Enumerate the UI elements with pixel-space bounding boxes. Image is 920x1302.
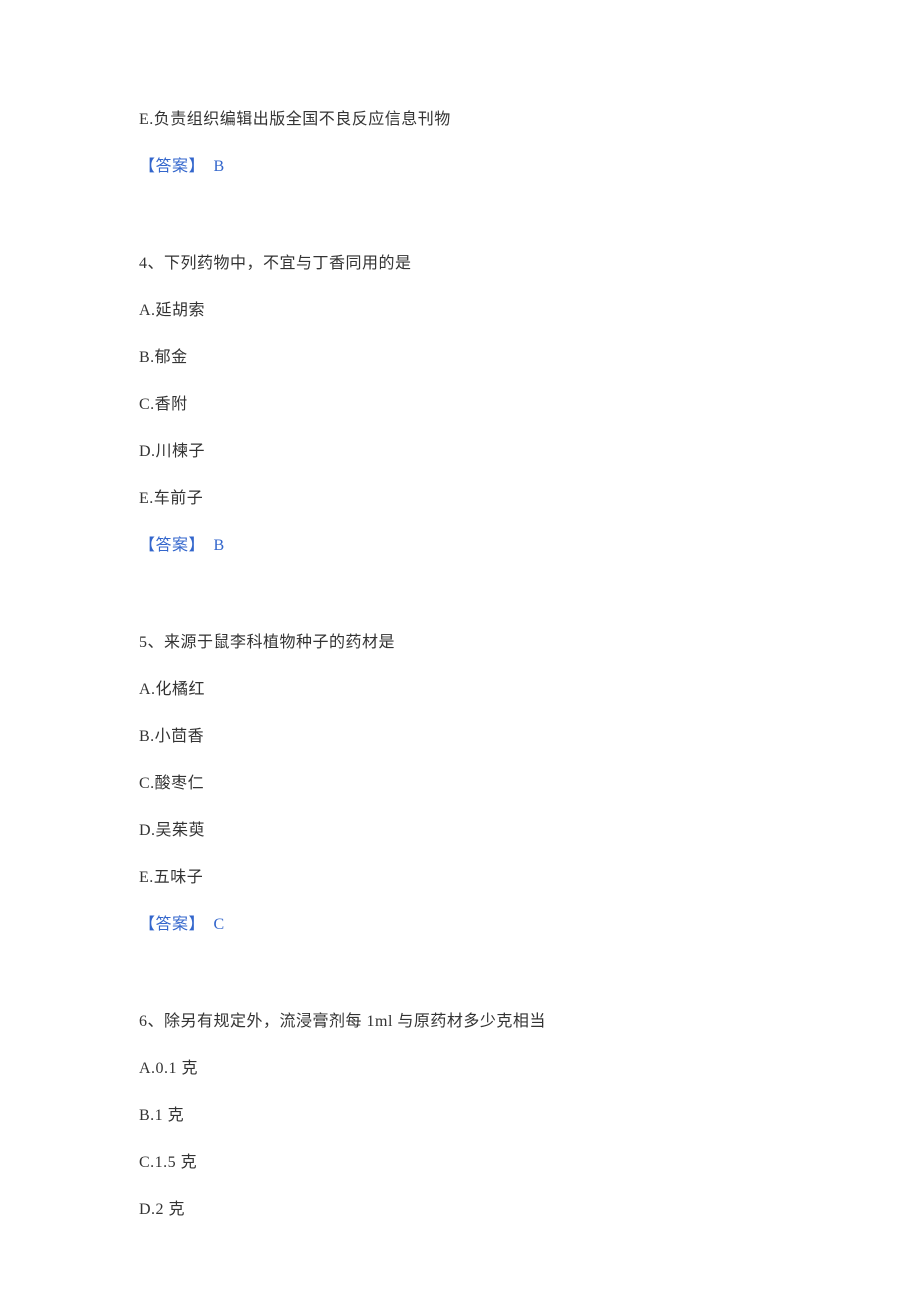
q4-option-e: E.车前子 — [139, 491, 781, 507]
q5-option-c: C.酸枣仁 — [139, 776, 781, 792]
q6-option-a: A.0.1 克 — [139, 1061, 781, 1077]
q5-option-d: D.吴茱萸 — [139, 823, 781, 839]
q3-answer: 【答案】 B — [139, 159, 781, 175]
answer-value: C — [214, 916, 225, 933]
q4-option-d: D.川楝子 — [139, 444, 781, 460]
q4-option-c: C.香附 — [139, 397, 781, 413]
q4-stem: 4、下列药物中，不宜与丁香同用的是 — [139, 256, 781, 272]
answer-label: 【答案】 — [139, 916, 205, 933]
q4-answer: 【答案】 B — [139, 538, 781, 554]
q5-stem: 5、来源于鼠李科植物种子的药材是 — [139, 635, 781, 651]
q4-option-a: A.延胡索 — [139, 303, 781, 319]
q6-stem: 6、除另有规定外，流浸膏剂每 1ml 与原药材多少克相当 — [139, 1014, 781, 1030]
q6-option-d: D.2 克 — [139, 1202, 781, 1218]
q5-option-e: E.五味子 — [139, 870, 781, 886]
q6-option-c: C.1.5 克 — [139, 1155, 781, 1171]
q5-option-a: A.化橘红 — [139, 682, 781, 698]
answer-label: 【答案】 — [139, 158, 205, 175]
q5-option-b: B.小茴香 — [139, 729, 781, 745]
q6-option-b: B.1 克 — [139, 1108, 781, 1124]
q4-option-b: B.郁金 — [139, 350, 781, 366]
q3-option-e: E.负责组织编辑出版全国不良反应信息刊物 — [139, 112, 781, 128]
q5-answer: 【答案】 C — [139, 917, 781, 933]
answer-value: B — [214, 537, 225, 554]
answer-label: 【答案】 — [139, 537, 205, 554]
answer-value: B — [214, 158, 225, 175]
